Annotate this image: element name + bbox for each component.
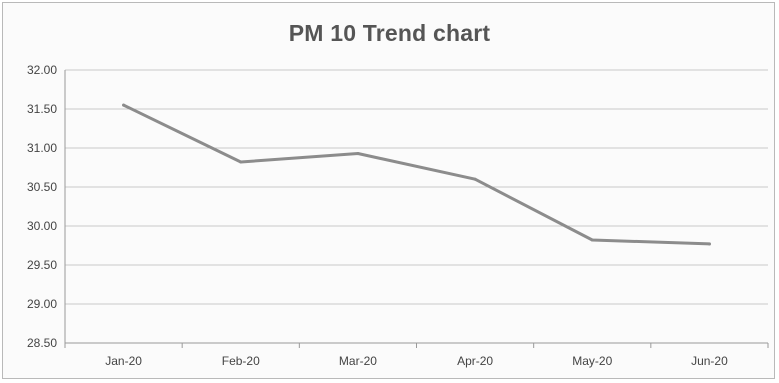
data-point <box>590 238 594 242</box>
y-tick-label: 29.50 <box>27 258 57 272</box>
y-axis: 28.50 29.00 29.50 30.00 30.50 31.00 31.50 32.00 <box>27 63 66 350</box>
y-tick-label: 32.00 <box>27 63 57 77</box>
chart-title: PM 10 Trend chart <box>288 20 491 46</box>
y-tick-label: 29.00 <box>27 297 57 311</box>
x-tick-label: Feb-20 <box>222 354 260 368</box>
x-tick-label: Jan-20 <box>105 354 142 368</box>
y-tick-label: 28.50 <box>27 336 57 350</box>
data-point <box>122 103 126 107</box>
y-tick-label: 30.50 <box>27 180 57 194</box>
y-tick-label: 30.00 <box>27 219 57 233</box>
data-point <box>473 177 477 181</box>
x-tick-label: Mar-20 <box>339 354 377 368</box>
data-point <box>707 242 711 246</box>
x-tick-label: Jun-20 <box>691 354 728 368</box>
x-tick-label: May-20 <box>572 354 612 368</box>
gridlines <box>65 69 768 344</box>
series-line <box>122 103 711 246</box>
y-tick-label: 31.00 <box>27 141 57 155</box>
chart-frame <box>2 2 775 379</box>
data-point <box>239 160 243 164</box>
data-point <box>356 151 360 155</box>
series-layer <box>122 103 711 246</box>
x-tick-label: Apr-20 <box>457 354 493 368</box>
y-tick-label: 31.50 <box>27 102 57 116</box>
x-axis: Jan-20 Feb-20 Mar-20 Apr-20 May-20 Jun-20 <box>64 343 769 368</box>
